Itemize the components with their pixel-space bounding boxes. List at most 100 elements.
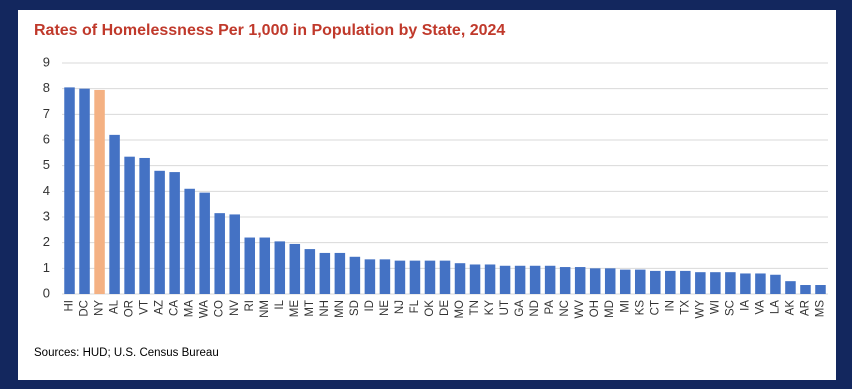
x-tick-label: WI bbox=[709, 300, 721, 314]
bar bbox=[499, 265, 511, 294]
y-tick-label: 3 bbox=[43, 208, 50, 223]
bar bbox=[529, 265, 541, 294]
bar bbox=[154, 170, 165, 294]
x-tick-label: DE bbox=[439, 300, 451, 316]
bar bbox=[439, 260, 451, 294]
y-tick-label: 4 bbox=[43, 183, 50, 198]
y-tick-label: 7 bbox=[43, 106, 50, 121]
bar bbox=[725, 272, 736, 294]
x-tick-label: AZ bbox=[154, 300, 166, 315]
x-tick-label: VA bbox=[754, 300, 766, 315]
bar bbox=[589, 268, 601, 294]
bar bbox=[454, 263, 466, 294]
bar bbox=[214, 213, 225, 294]
bar bbox=[109, 134, 120, 294]
bar bbox=[574, 267, 586, 294]
bar bbox=[559, 267, 571, 294]
x-tick-label: NM bbox=[259, 300, 271, 318]
x-tick-label: NY bbox=[94, 300, 106, 316]
bar bbox=[634, 269, 646, 294]
panel bbox=[18, 10, 836, 380]
x-tick-label: NV bbox=[229, 300, 241, 316]
bar bbox=[334, 252, 346, 294]
bar bbox=[379, 259, 391, 294]
x-tick-label: KS bbox=[634, 300, 646, 316]
x-tick-label: VT bbox=[139, 300, 151, 315]
bar bbox=[740, 273, 751, 294]
bar bbox=[484, 264, 496, 294]
x-tick-label: FL bbox=[409, 299, 421, 313]
bar bbox=[364, 259, 376, 294]
bar bbox=[139, 157, 150, 294]
x-tick-label: WA bbox=[199, 300, 211, 318]
bar bbox=[665, 270, 676, 294]
bar bbox=[94, 89, 105, 294]
bar bbox=[319, 252, 331, 294]
x-tick-label: AK bbox=[784, 300, 796, 316]
x-tick-label: SC bbox=[724, 300, 736, 316]
x-tick-label: GA bbox=[514, 300, 526, 317]
bar bbox=[544, 265, 556, 294]
bar bbox=[619, 269, 631, 294]
x-tick-label: DC bbox=[79, 300, 91, 317]
x-tick-label: NJ bbox=[394, 300, 406, 314]
bar bbox=[274, 241, 286, 294]
x-tick-label: OH bbox=[589, 300, 601, 317]
x-tick-label: AL bbox=[109, 299, 121, 314]
x-tick-label: MD bbox=[604, 300, 616, 318]
bar bbox=[394, 260, 406, 294]
bar bbox=[229, 214, 240, 294]
y-tick-label: 6 bbox=[43, 131, 50, 146]
bar bbox=[770, 274, 781, 294]
x-tick-label: PA bbox=[544, 300, 556, 315]
bar bbox=[695, 272, 706, 294]
x-tick-label: CA bbox=[169, 300, 181, 316]
x-tick-label: IN bbox=[664, 300, 676, 312]
x-tick-label: HI bbox=[64, 300, 76, 312]
bar bbox=[169, 172, 180, 294]
bar bbox=[184, 188, 195, 294]
bar bbox=[289, 243, 301, 294]
bar bbox=[755, 273, 766, 294]
x-tick-label: MN bbox=[334, 300, 346, 318]
bar bbox=[244, 237, 256, 294]
x-tick-label: TN bbox=[469, 300, 481, 315]
x-tick-label: RI bbox=[244, 300, 256, 312]
bar bbox=[680, 270, 691, 294]
x-tick-label: SD bbox=[349, 300, 361, 316]
y-tick-label: 1 bbox=[43, 260, 50, 275]
x-tick-label: NC bbox=[559, 300, 571, 317]
x-tick-label: OK bbox=[424, 300, 436, 317]
bar bbox=[304, 249, 316, 294]
bar bbox=[650, 270, 661, 294]
x-tick-label: ND bbox=[529, 300, 541, 317]
x-tick-label: IA bbox=[739, 300, 751, 311]
chart-title: Rates of Homelessness Per 1,000 in Popul… bbox=[34, 22, 505, 39]
bar bbox=[710, 272, 721, 294]
y-tick-label: 5 bbox=[43, 157, 50, 172]
bar bbox=[424, 260, 436, 294]
x-tick-label: ME bbox=[289, 300, 301, 318]
x-tick-label: ID bbox=[364, 300, 376, 312]
x-tick-label: WV bbox=[574, 300, 586, 319]
x-tick-label: AR bbox=[800, 300, 812, 316]
source-note: Sources: HUD; U.S. Census Bureau bbox=[34, 347, 219, 359]
bar bbox=[199, 192, 210, 294]
x-tick-label: WY bbox=[694, 300, 706, 319]
x-tick-label: MI bbox=[619, 300, 631, 313]
x-tick-label: MT bbox=[304, 300, 316, 317]
bar bbox=[469, 264, 481, 294]
y-tick-label: 8 bbox=[43, 80, 50, 95]
x-tick-label: MA bbox=[184, 300, 196, 318]
x-tick-label: OR bbox=[124, 300, 136, 317]
y-tick-label: 2 bbox=[43, 234, 50, 249]
bar bbox=[349, 256, 361, 294]
bar bbox=[79, 88, 90, 295]
bar bbox=[815, 285, 826, 294]
x-tick-label: LA bbox=[769, 300, 781, 314]
x-tick-label: CO bbox=[214, 300, 226, 317]
bar bbox=[514, 265, 526, 294]
x-tick-label: MS bbox=[815, 300, 827, 318]
bar bbox=[800, 285, 811, 294]
